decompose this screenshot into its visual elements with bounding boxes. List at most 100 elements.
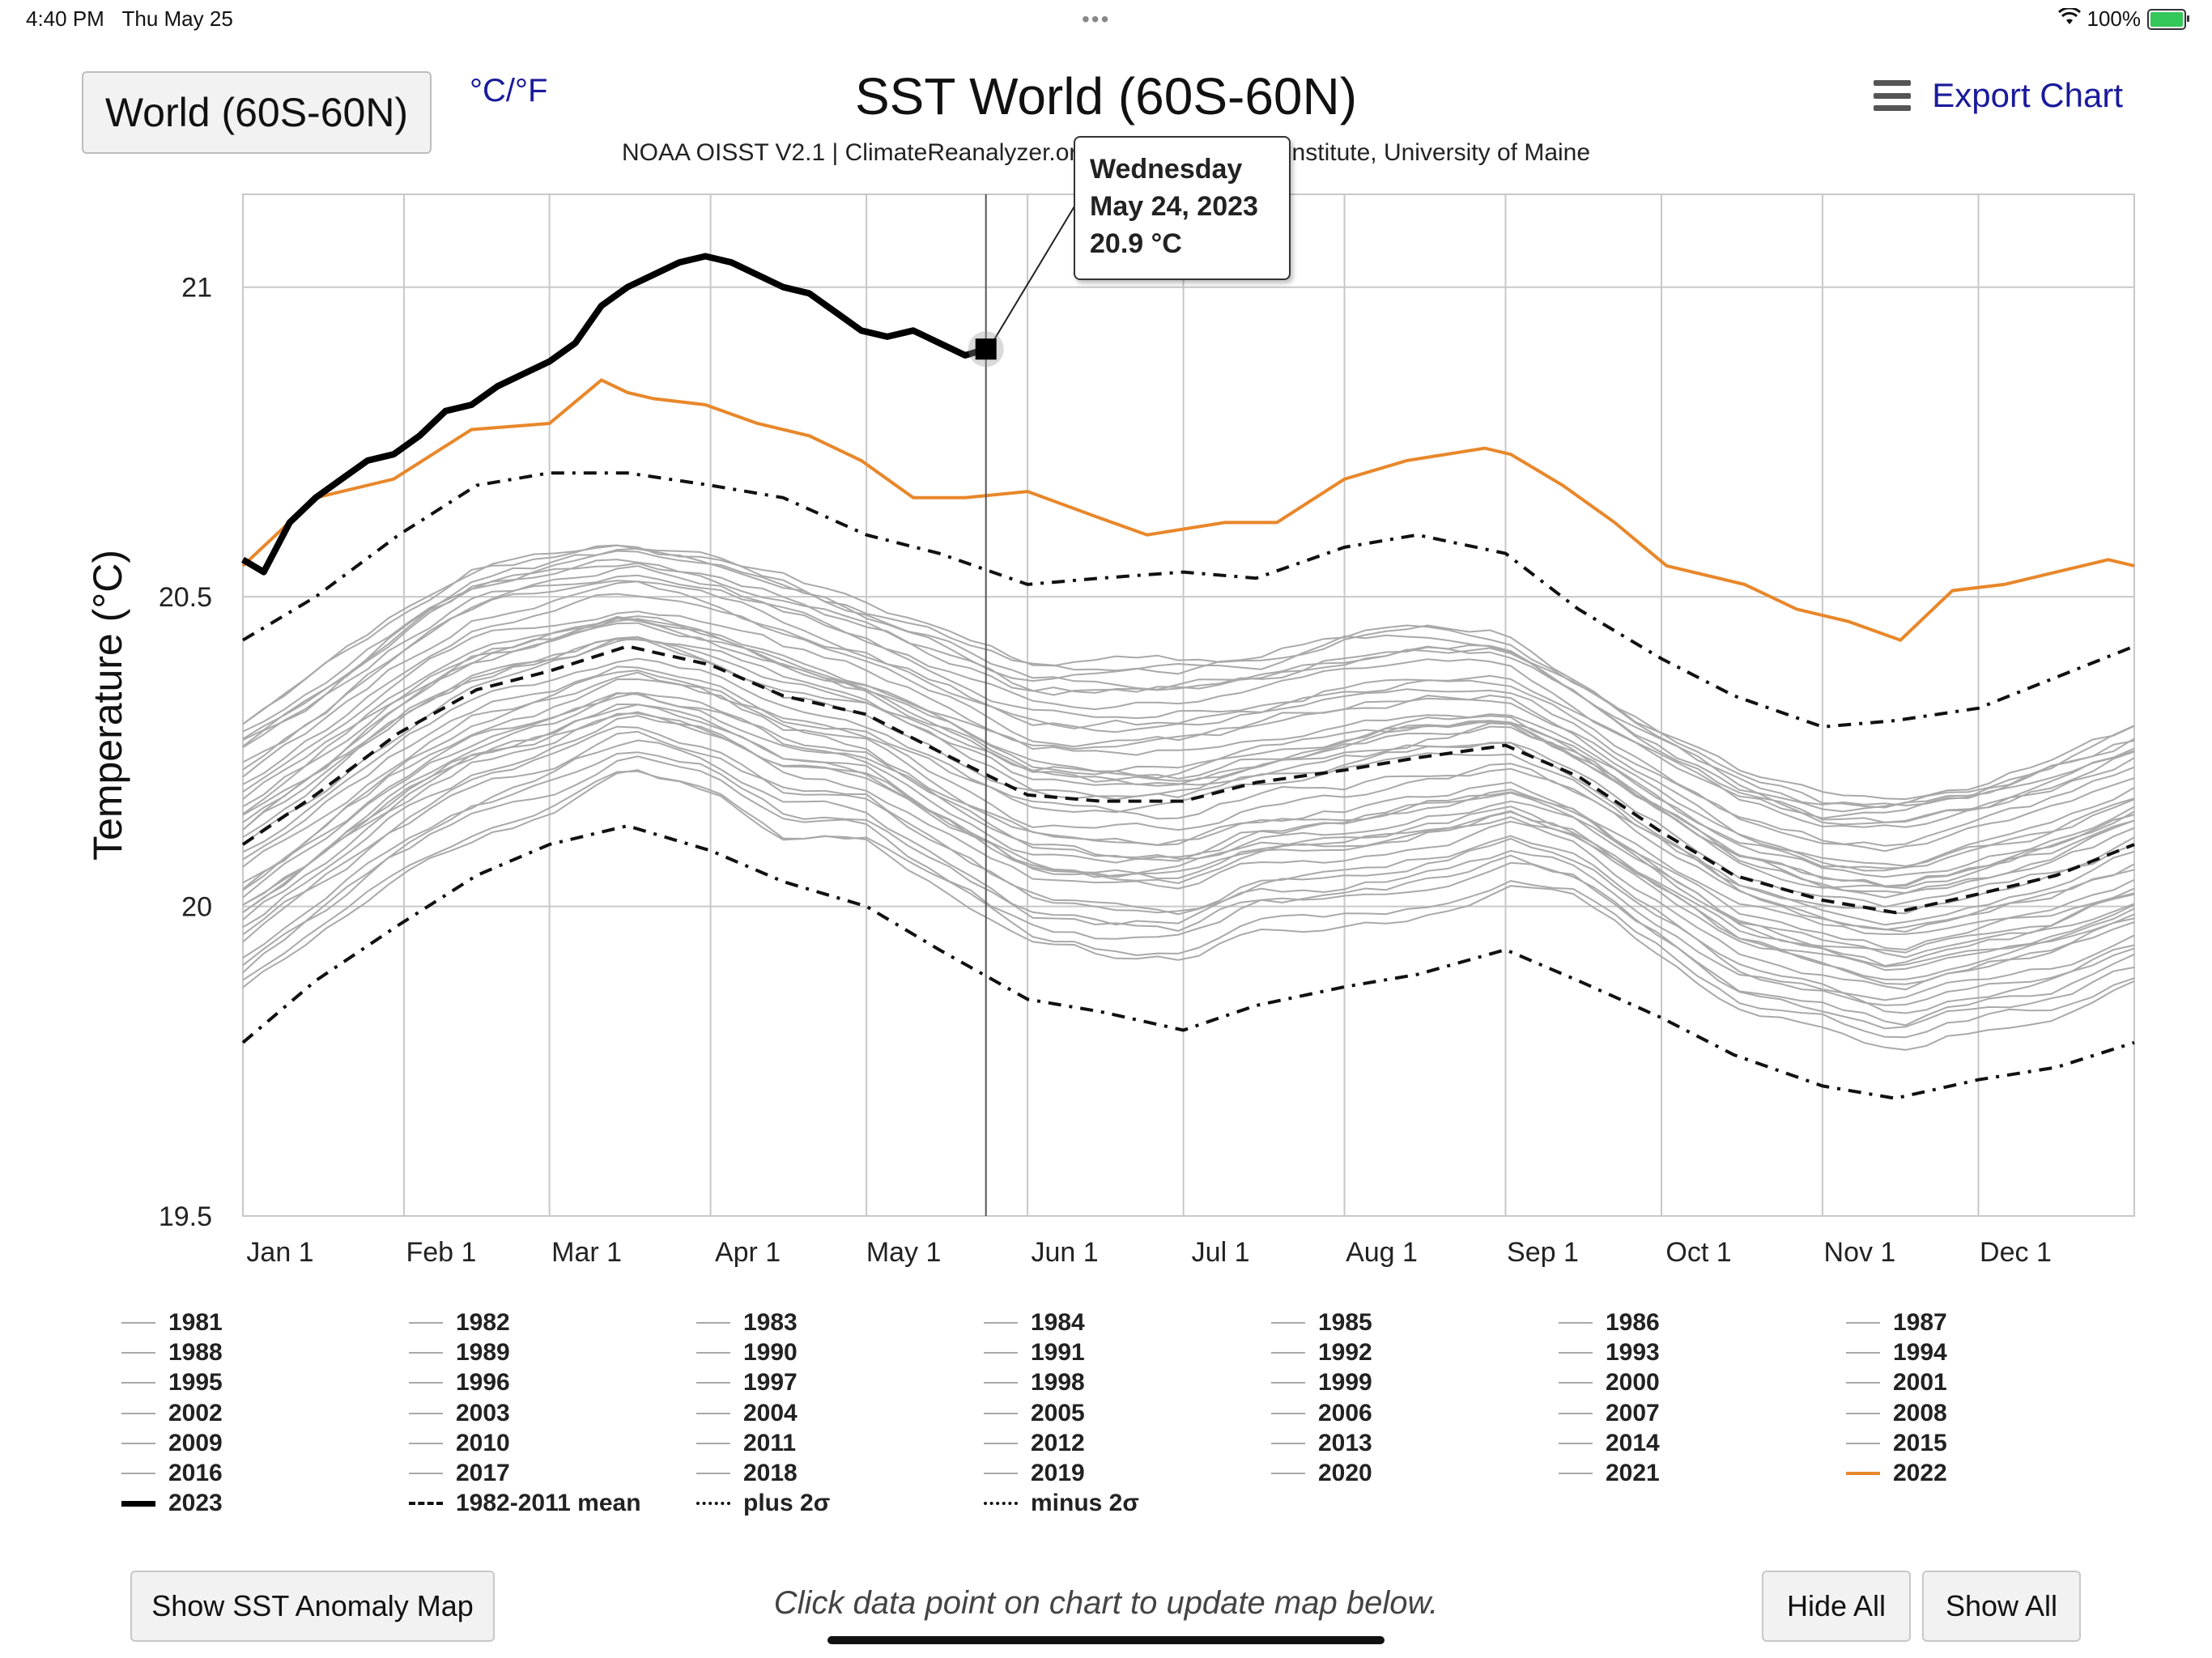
legend-item-2017[interactable]: 2017 bbox=[409, 1459, 510, 1488]
legend-item-1999[interactable]: 1999 bbox=[1271, 1368, 1372, 1397]
legend-item-1988[interactable]: 1988 bbox=[121, 1338, 223, 1367]
statistics-series[interactable] bbox=[241, 471, 2135, 1100]
unit-toggle-link[interactable]: °C/°F bbox=[470, 73, 548, 108]
legend-item-1995[interactable]: 1995 bbox=[121, 1368, 223, 1397]
series-line-2014[interactable] bbox=[242, 565, 2135, 828]
series-line-2001[interactable] bbox=[242, 637, 2135, 926]
hide-all-button[interactable]: Hide All bbox=[1762, 1571, 1911, 1642]
series-line-1998[interactable] bbox=[242, 670, 2135, 931]
legend-item-1986[interactable]: 1986 bbox=[1559, 1308, 1660, 1337]
legend-item-2009[interactable]: 2009 bbox=[121, 1429, 223, 1458]
multitasking-dots-icon[interactable]: ••• bbox=[1082, 6, 1111, 32]
legend-item-1984[interactable]: 1984 bbox=[984, 1308, 1085, 1337]
series-line-1987[interactable] bbox=[242, 725, 2135, 1001]
legend-item-2015[interactable]: 2015 bbox=[1846, 1429, 1947, 1458]
legend-item-2007[interactable]: 2007 bbox=[1559, 1399, 1660, 1428]
series-line-minus-2-[interactable] bbox=[241, 824, 2135, 1100]
legend-item-2013[interactable]: 2013 bbox=[1271, 1429, 1372, 1458]
series-line-2019[interactable] bbox=[242, 562, 2135, 823]
legend-item-2008[interactable]: 2008 bbox=[1846, 1399, 1947, 1428]
show-all-button[interactable]: Show All bbox=[1922, 1571, 2081, 1642]
legend-item-1997[interactable]: 1997 bbox=[696, 1368, 798, 1397]
series-line-1984[interactable] bbox=[242, 751, 2135, 1027]
highlight-point[interactable] bbox=[975, 338, 997, 360]
legend-item-2018[interactable]: 2018 bbox=[696, 1459, 798, 1488]
series-line-2015[interactable] bbox=[242, 574, 2135, 826]
legend-item-2000[interactable]: 2000 bbox=[1559, 1368, 1660, 1397]
legend-item-1998[interactable]: 1998 bbox=[984, 1368, 1085, 1397]
series-line-1983[interactable] bbox=[242, 755, 2135, 1030]
series-line-2009[interactable] bbox=[242, 617, 2135, 872]
chart-canvas[interactable]: 19.5 20 20.5 21 Jan 1 Feb 1 Mar 1 Apr 1 May 1 Jun… bbox=[0, 0, 2212, 1295]
export-chart-button[interactable]: Export Chart bbox=[1874, 76, 2123, 115]
series-line-1997[interactable] bbox=[242, 671, 2135, 935]
legend-item-2019[interactable]: 2019 bbox=[984, 1459, 1085, 1488]
legend-item-2014[interactable]: 2014 bbox=[1559, 1429, 1660, 1458]
legend-item-2021[interactable]: 2021 bbox=[1559, 1459, 1660, 1488]
series-line-1988[interactable] bbox=[242, 715, 2135, 991]
series-line-1999[interactable] bbox=[242, 665, 2135, 933]
marker-layer[interactable] bbox=[968, 331, 1004, 368]
series-line-2013[interactable] bbox=[242, 580, 2135, 852]
legend-item-2001[interactable]: 2001 bbox=[1846, 1368, 1947, 1397]
series-line-2020[interactable] bbox=[242, 550, 2135, 813]
highlight-series[interactable] bbox=[240, 253, 2135, 642]
legend-item-2005[interactable]: 2005 bbox=[984, 1399, 1085, 1428]
legend-item-2002[interactable]: 2002 bbox=[121, 1399, 223, 1428]
series-line-2021[interactable] bbox=[242, 544, 2135, 807]
series-line-1993[interactable] bbox=[242, 711, 2135, 980]
legend-item-1991[interactable]: 1991 bbox=[984, 1338, 1085, 1367]
series-line-2005[interactable] bbox=[242, 618, 2135, 878]
legend-item-1990[interactable]: 1990 bbox=[696, 1338, 798, 1367]
series-line-2018[interactable] bbox=[242, 544, 2135, 801]
legend-item-1992[interactable]: 1992 bbox=[1271, 1338, 1372, 1367]
legend-item-1994[interactable]: 1994 bbox=[1846, 1338, 1947, 1367]
series-line-1994[interactable] bbox=[242, 703, 2135, 968]
other-years-series[interactable] bbox=[242, 544, 2135, 1051]
series-line-2012[interactable] bbox=[242, 580, 2135, 847]
legend-item-1989[interactable]: 1989 bbox=[409, 1338, 510, 1367]
legend-item-1982-2011-mean[interactable]: 1982-2011 mean bbox=[409, 1489, 641, 1518]
series-line-1982-2011-mean[interactable] bbox=[241, 644, 2135, 915]
series-line-2017[interactable] bbox=[242, 547, 2135, 809]
series-line-2011[interactable] bbox=[242, 593, 2135, 869]
legend-item-2006[interactable]: 2006 bbox=[1271, 1399, 1372, 1428]
legend-item-plus-2-[interactable]: plus 2σ bbox=[696, 1489, 830, 1518]
legend-item-2011[interactable]: 2011 bbox=[696, 1429, 796, 1458]
series-line-2022[interactable] bbox=[241, 378, 2135, 642]
series-line-1989[interactable] bbox=[242, 712, 2135, 985]
series-line-2003[interactable] bbox=[242, 636, 2135, 895]
region-select-button[interactable]: World (60S-60N) bbox=[82, 71, 432, 154]
show-anomaly-map-button[interactable]: Show SST Anomaly Map bbox=[130, 1571, 495, 1642]
home-indicator[interactable] bbox=[827, 1636, 1385, 1644]
legend-item-2003[interactable]: 2003 bbox=[409, 1399, 510, 1428]
series-line-1985[interactable] bbox=[242, 739, 2135, 1014]
legend-item-2016[interactable]: 2016 bbox=[121, 1459, 223, 1488]
series-line-plus-2-[interactable] bbox=[241, 471, 2135, 729]
legend-item-minus-2-[interactable]: minus 2σ bbox=[984, 1489, 1139, 1518]
series-line-2010[interactable] bbox=[242, 610, 2135, 867]
legend-item-2004[interactable]: 2004 bbox=[696, 1399, 798, 1428]
legend-item-2012[interactable]: 2012 bbox=[984, 1429, 1085, 1458]
legend-item-1982[interactable]: 1982 bbox=[409, 1308, 510, 1337]
legend-item-1985[interactable]: 1985 bbox=[1271, 1308, 1372, 1337]
series-line-2023[interactable] bbox=[240, 253, 987, 576]
series-line-2006[interactable] bbox=[242, 638, 2135, 899]
legend-item-1981[interactable]: 1981 bbox=[121, 1308, 223, 1337]
series-line-1995[interactable] bbox=[242, 691, 2135, 959]
series-line-2002[interactable] bbox=[242, 636, 2135, 908]
legend-item-1993[interactable]: 1993 bbox=[1559, 1338, 1660, 1367]
legend-item-1996[interactable]: 1996 bbox=[409, 1368, 510, 1397]
legend-item-2020[interactable]: 2020 bbox=[1271, 1459, 1372, 1488]
series-line-2000[interactable] bbox=[242, 657, 2135, 915]
legend-item-2022[interactable]: 2022 bbox=[1846, 1459, 1947, 1488]
series-line-1990[interactable] bbox=[242, 704, 2135, 971]
series-line-1981[interactable] bbox=[242, 769, 2135, 1051]
legend-item-2010[interactable]: 2010 bbox=[409, 1429, 510, 1458]
legend-item-1987[interactable]: 1987 bbox=[1846, 1308, 1947, 1337]
series-line-1982[interactable] bbox=[242, 770, 2135, 1039]
legend-item-2023[interactable]: 2023 bbox=[121, 1489, 223, 1518]
series-line-1986[interactable] bbox=[242, 730, 2135, 1006]
series-line-2008[interactable] bbox=[242, 622, 2135, 887]
legend-item-1983[interactable]: 1983 bbox=[696, 1308, 798, 1337]
